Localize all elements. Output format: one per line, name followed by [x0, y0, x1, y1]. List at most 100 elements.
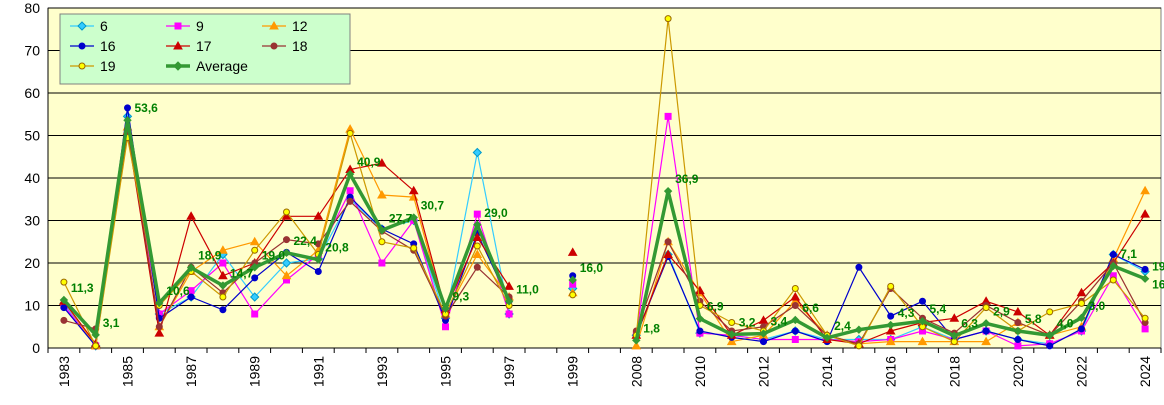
series-16-point — [219, 306, 227, 314]
series-average-point — [91, 330, 100, 340]
series-19-point — [1078, 299, 1085, 307]
series-average-point — [123, 115, 132, 125]
series-17-point — [790, 291, 801, 301]
data-label: 3,0 — [1089, 299, 1106, 313]
x-tick-label: 1993 — [374, 356, 390, 387]
data-label: 3,4 — [771, 315, 788, 329]
series-9-point — [251, 310, 259, 318]
series-16-point — [60, 304, 68, 312]
series-9-point — [664, 112, 672, 120]
series-average-point — [663, 186, 673, 196]
series-16-point — [1046, 342, 1054, 350]
series-12-point — [1140, 185, 1150, 195]
data-label: 9,3 — [453, 289, 470, 303]
legend-marker-6 — [77, 21, 87, 31]
series-average-point — [250, 263, 259, 272]
series-average-point — [314, 255, 323, 264]
series-average-point — [822, 333, 832, 343]
y-tick-label: 30 — [24, 213, 40, 229]
data-label: 10,6 — [166, 284, 190, 298]
legend: 6 9 12 16 17 18 19 Average — [59, 13, 351, 85]
series-average-point — [695, 314, 705, 323]
y-tick-label: 70 — [24, 43, 40, 59]
series-17-point — [186, 211, 196, 220]
legend-label-12: 12 — [292, 18, 308, 34]
data-label: 30,7 — [421, 199, 445, 213]
y-tick-label: 50 — [24, 128, 40, 144]
series-average-point — [791, 315, 800, 325]
series-16-point — [1078, 325, 1085, 333]
series-6-point — [249, 292, 260, 302]
data-label: 14,7 — [230, 267, 254, 281]
series-16-point — [696, 327, 704, 335]
x-tick-label: 1989 — [247, 356, 263, 387]
legend-label-19: 19 — [100, 58, 116, 74]
legend-label-16: 16 — [100, 38, 116, 54]
series-average-point — [568, 275, 577, 285]
y-tick-label: 20 — [24, 255, 40, 271]
series-19-point — [664, 15, 672, 23]
series-average-point — [854, 325, 864, 334]
legend-marker-9 — [174, 22, 182, 30]
x-tick-label: 1987 — [183, 356, 199, 387]
series-19-point — [251, 246, 259, 254]
data-label: 2,9 — [993, 304, 1010, 318]
series-average-point — [473, 220, 482, 229]
series-12-point — [917, 336, 928, 346]
series-18-point — [155, 323, 163, 331]
x-tick-label: 1995 — [438, 356, 454, 387]
x-tick-label: 2008 — [628, 356, 644, 387]
data-label: 3,2 — [739, 315, 756, 329]
data-label: 36,9 — [675, 172, 699, 186]
x-tick-label: 2022 — [1074, 356, 1090, 387]
series-17-point — [472, 232, 483, 241]
series-average-point — [155, 298, 164, 308]
series-12-point — [218, 245, 228, 254]
series-18-point — [664, 238, 672, 246]
series-17-point — [885, 325, 896, 335]
legend-marker-19 — [78, 62, 86, 70]
y-tick-label: 40 — [24, 170, 40, 186]
data-label: 4,0 — [1057, 316, 1074, 330]
x-tick-label: 1991 — [310, 356, 326, 387]
series-16-point — [1141, 265, 1149, 273]
series-9-point — [505, 310, 513, 318]
series-19-point — [569, 291, 577, 299]
series-average-point — [950, 331, 959, 340]
data-label: 18,9 — [198, 249, 222, 263]
series-19-point — [887, 282, 895, 290]
series-17-point — [313, 211, 324, 220]
series-19-point — [378, 238, 386, 246]
series-17-point — [1013, 306, 1023, 316]
y-tick-label: 60 — [24, 85, 40, 101]
series-12-point — [472, 249, 483, 258]
data-label: 2,4 — [834, 319, 851, 333]
data-label: 16,3 — [1152, 278, 1164, 292]
series-19-point — [1109, 276, 1117, 284]
legend-marker-17 — [173, 40, 183, 50]
series-19-point — [473, 242, 481, 250]
series-12-point — [281, 270, 292, 280]
series-19-point — [283, 208, 290, 216]
data-label: 19,3 — [1152, 260, 1164, 274]
series-17-point — [949, 313, 960, 322]
series-average-point — [282, 248, 291, 258]
series-9-point — [1014, 342, 1022, 350]
series-average-point — [186, 263, 196, 272]
data-label: 29,0 — [484, 206, 508, 220]
series-average-point — [1077, 313, 1086, 323]
series-16-point — [887, 312, 895, 320]
data-label: 7,1 — [1120, 247, 1137, 261]
series-19-point — [855, 342, 863, 350]
series-average-point — [504, 297, 514, 306]
series-16-point — [791, 327, 799, 335]
data-label: 19,0 — [262, 248, 286, 262]
series-average-point — [886, 320, 895, 330]
series-9-point — [791, 336, 799, 343]
series-average-point — [1140, 274, 1150, 283]
series-average-point — [1013, 326, 1023, 336]
series-16-point — [855, 263, 863, 271]
legend-marker-16 — [78, 42, 86, 50]
